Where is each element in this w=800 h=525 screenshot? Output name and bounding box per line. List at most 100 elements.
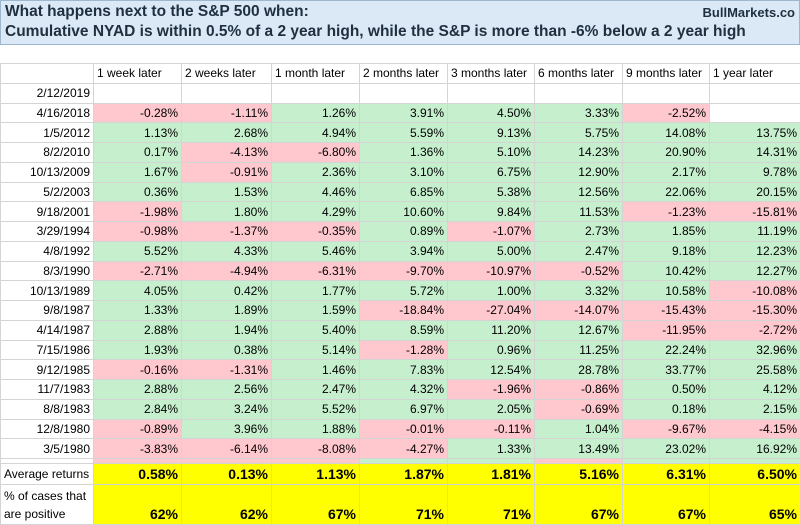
- return-cell[interactable]: 20.15%: [710, 182, 800, 202]
- return-cell[interactable]: 2.84%: [94, 399, 182, 419]
- column-header[interactable]: 6 months later: [535, 64, 623, 84]
- date-cell[interactable]: 9/12/1985: [1, 360, 94, 380]
- return-cell[interactable]: 10.58%: [623, 281, 710, 301]
- return-cell[interactable]: 1.85%: [623, 222, 710, 242]
- return-cell[interactable]: 8.59%: [360, 320, 448, 340]
- return-cell[interactable]: 2.47%: [272, 380, 360, 400]
- return-cell[interactable]: 0.89%: [360, 222, 448, 242]
- return-cell[interactable]: 5.38%: [448, 182, 535, 202]
- return-cell[interactable]: -3.83%: [94, 439, 182, 459]
- return-cell[interactable]: 1.88%: [272, 419, 360, 439]
- return-cell[interactable]: 9.13%: [448, 123, 535, 143]
- return-cell[interactable]: 2.56%: [182, 380, 272, 400]
- return-cell[interactable]: [448, 83, 535, 103]
- return-cell[interactable]: 1.04%: [535, 419, 623, 439]
- column-header[interactable]: 1 year later: [710, 64, 800, 84]
- return-cell[interactable]: -6.14%: [182, 439, 272, 459]
- return-cell[interactable]: -4.13%: [182, 143, 272, 163]
- return-cell[interactable]: 5.52%: [94, 241, 182, 261]
- return-cell[interactable]: -6.80%: [272, 143, 360, 163]
- return-cell[interactable]: -0.86%: [535, 380, 623, 400]
- date-cell[interactable]: 9/18/2001: [1, 202, 94, 222]
- return-cell[interactable]: -4.94%: [182, 261, 272, 281]
- average-returns-label[interactable]: Average returns: [1, 464, 94, 485]
- return-cell[interactable]: 12.54%: [448, 360, 535, 380]
- average-value[interactable]: 0.58%: [94, 464, 182, 485]
- return-cell[interactable]: [623, 83, 710, 103]
- average-value[interactable]: 6.50%: [710, 464, 800, 485]
- return-cell[interactable]: 4.46%: [272, 182, 360, 202]
- return-cell[interactable]: 5.46%: [272, 241, 360, 261]
- return-cell[interactable]: -15.43%: [623, 301, 710, 321]
- return-cell[interactable]: 9.18%: [623, 241, 710, 261]
- return-cell[interactable]: 3.96%: [182, 419, 272, 439]
- return-cell[interactable]: -0.28%: [94, 103, 182, 123]
- average-value[interactable]: 6.31%: [623, 464, 710, 485]
- return-cell[interactable]: 4.12%: [710, 380, 800, 400]
- return-cell[interactable]: 14.08%: [623, 123, 710, 143]
- positive-value[interactable]: 71%: [360, 485, 448, 525]
- return-cell[interactable]: -1.23%: [623, 202, 710, 222]
- return-cell[interactable]: 6.97%: [360, 399, 448, 419]
- return-cell[interactable]: 1.00%: [448, 281, 535, 301]
- return-cell[interactable]: 1.13%: [94, 123, 182, 143]
- return-cell[interactable]: -2.72%: [710, 320, 800, 340]
- return-cell[interactable]: 14.23%: [535, 143, 623, 163]
- return-cell[interactable]: 10.60%: [360, 202, 448, 222]
- return-cell[interactable]: 5.52%: [272, 399, 360, 419]
- return-cell[interactable]: -4.27%: [360, 439, 448, 459]
- positive-cases-label[interactable]: % of cases that are positive: [1, 485, 94, 525]
- return-cell[interactable]: 5.59%: [360, 123, 448, 143]
- return-cell[interactable]: 1.93%: [94, 340, 182, 360]
- return-cell[interactable]: 1.67%: [94, 162, 182, 182]
- return-cell[interactable]: 2.15%: [710, 399, 800, 419]
- return-cell[interactable]: 12.56%: [535, 182, 623, 202]
- return-cell[interactable]: 23.02%: [623, 439, 710, 459]
- return-cell[interactable]: 9.78%: [710, 162, 800, 182]
- return-cell[interactable]: 4.32%: [360, 380, 448, 400]
- date-cell[interactable]: 11/7/1983: [1, 380, 94, 400]
- return-cell[interactable]: -27.04%: [448, 301, 535, 321]
- return-cell[interactable]: 0.18%: [623, 399, 710, 419]
- return-cell[interactable]: 2.68%: [182, 123, 272, 143]
- return-cell[interactable]: -0.89%: [94, 419, 182, 439]
- positive-value[interactable]: 62%: [182, 485, 272, 525]
- return-cell[interactable]: 9.84%: [448, 202, 535, 222]
- return-cell[interactable]: 5.10%: [448, 143, 535, 163]
- return-cell[interactable]: 3.33%: [535, 103, 623, 123]
- average-value[interactable]: 5.16%: [535, 464, 623, 485]
- return-cell[interactable]: 6.75%: [448, 162, 535, 182]
- return-cell[interactable]: 4.05%: [94, 281, 182, 301]
- date-cell[interactable]: 10/13/1989: [1, 281, 94, 301]
- return-cell[interactable]: 2.88%: [94, 320, 182, 340]
- return-cell[interactable]: 11.53%: [535, 202, 623, 222]
- return-cell[interactable]: [182, 83, 272, 103]
- return-cell[interactable]: 13.49%: [535, 439, 623, 459]
- return-cell[interactable]: 1.46%: [272, 360, 360, 380]
- return-cell[interactable]: 0.50%: [623, 380, 710, 400]
- return-cell[interactable]: 1.36%: [360, 143, 448, 163]
- return-cell[interactable]: [360, 83, 448, 103]
- return-cell[interactable]: 0.38%: [182, 340, 272, 360]
- return-cell[interactable]: 5.40%: [272, 320, 360, 340]
- average-value[interactable]: 1.81%: [448, 464, 535, 485]
- return-cell[interactable]: 2.17%: [623, 162, 710, 182]
- return-cell[interactable]: 11.25%: [535, 340, 623, 360]
- return-cell[interactable]: 2.47%: [535, 241, 623, 261]
- return-cell[interactable]: -0.16%: [94, 360, 182, 380]
- return-cell[interactable]: -0.98%: [94, 222, 182, 242]
- date-cell[interactable]: 10/13/2009: [1, 162, 94, 182]
- return-cell[interactable]: -1.37%: [182, 222, 272, 242]
- date-cell[interactable]: 8/3/1990: [1, 261, 94, 281]
- return-cell[interactable]: -2.71%: [94, 261, 182, 281]
- return-cell[interactable]: 0.17%: [94, 143, 182, 163]
- return-cell[interactable]: 14.31%: [710, 143, 800, 163]
- return-cell[interactable]: 11.19%: [710, 222, 800, 242]
- return-cell[interactable]: -9.67%: [623, 419, 710, 439]
- return-cell[interactable]: 28.78%: [535, 360, 623, 380]
- return-cell[interactable]: 3.24%: [182, 399, 272, 419]
- return-cell[interactable]: 1.59%: [272, 301, 360, 321]
- return-cell[interactable]: 3.91%: [360, 103, 448, 123]
- return-cell[interactable]: 1.77%: [272, 281, 360, 301]
- positive-value[interactable]: 67%: [272, 485, 360, 525]
